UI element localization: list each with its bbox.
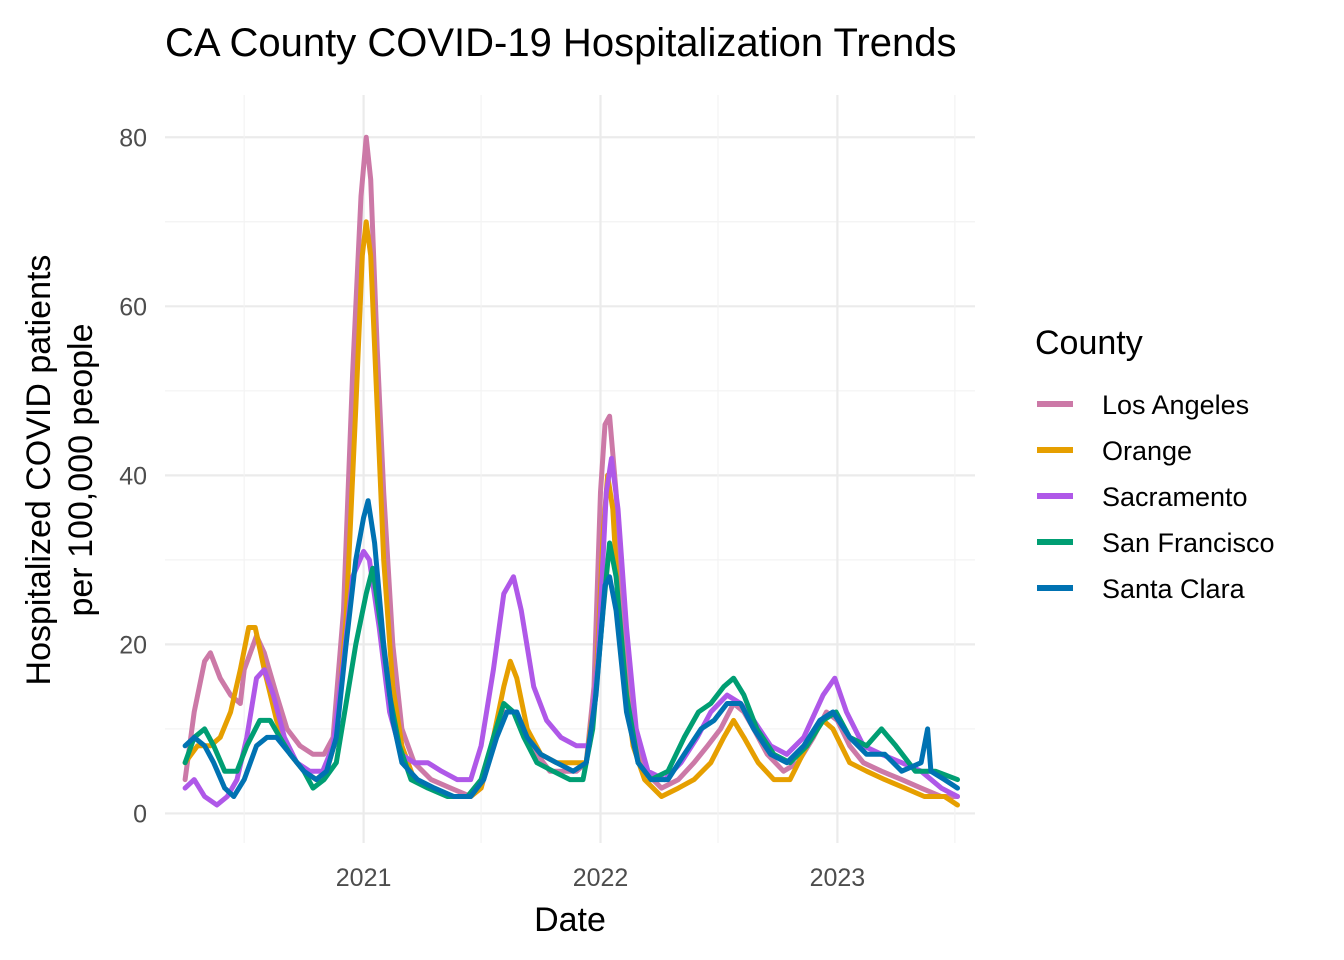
x-axis-title: Date — [534, 901, 606, 939]
legend-label: San Francisco — [1102, 528, 1275, 558]
legend-label: Sacramento — [1102, 482, 1248, 512]
series-line-san-francisco — [182, 540, 960, 799]
y-tick-label: 40 — [119, 462, 147, 490]
y-axis-title-line-1: Hospitalized COVID patients — [20, 255, 58, 686]
series-line-santa-clara — [182, 498, 960, 799]
x-tick-label: 2022 — [573, 864, 629, 892]
legend-label: Santa Clara — [1102, 574, 1246, 604]
y-tick-label: 0 — [133, 800, 147, 828]
tick-labels: 0 20 40 60 80 2021 2022 2023 — [119, 124, 865, 892]
y-tick-label: 20 — [119, 631, 147, 659]
series-layer — [182, 134, 960, 808]
x-tick-label: 2023 — [810, 864, 866, 892]
y-tick-label: 80 — [119, 124, 147, 152]
legend: County Los Angeles Orange Sacramento San Fr… — [1035, 324, 1275, 604]
grid — [165, 95, 975, 843]
legend-label: Orange — [1102, 436, 1192, 466]
y-axis-title-line-2: per 100,000 people — [62, 323, 100, 616]
series-line-sacramento — [182, 455, 960, 808]
x-tick-label: 2021 — [336, 864, 392, 892]
y-axis-title: Hospitalized COVID patients per 100,000 … — [20, 255, 100, 686]
legend-title: County — [1035, 324, 1143, 362]
chart-title: CA County COVID-19 Hospitalization Trend… — [165, 21, 956, 65]
y-tick-label: 60 — [119, 293, 147, 321]
legend-label: Los Angeles — [1102, 390, 1249, 420]
